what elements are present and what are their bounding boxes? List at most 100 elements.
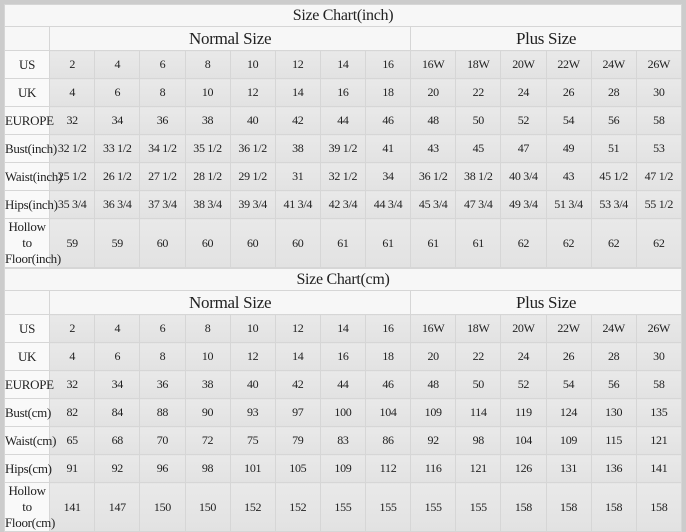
table-cell: 121 bbox=[635, 426, 683, 455]
table-cell: 43 bbox=[545, 162, 592, 191]
table-cell: 28 bbox=[590, 342, 637, 371]
table-cell: 158 bbox=[635, 482, 683, 532]
table-cell: 97 bbox=[274, 398, 321, 427]
table-cell: 45 3/4 bbox=[410, 190, 457, 219]
table-cell: 36 3/4 bbox=[94, 190, 141, 219]
table-cell: 88 bbox=[139, 398, 186, 427]
table-cell: 150 bbox=[139, 482, 186, 532]
table-cell: 112 bbox=[364, 454, 412, 483]
table-cell: 135 bbox=[635, 398, 683, 427]
table-cell: 38 bbox=[274, 134, 321, 163]
row-label: Hips(inch) bbox=[3, 190, 58, 219]
table-cell: 20W bbox=[500, 50, 547, 79]
chart-title: Size Chart(cm) bbox=[4, 268, 682, 291]
table-cell: 36 bbox=[139, 106, 186, 135]
table-cell: 20 bbox=[410, 78, 457, 107]
table-cell: 22W bbox=[545, 314, 592, 343]
table-cell: 155 bbox=[455, 482, 502, 532]
table-cell: 4 bbox=[49, 78, 96, 107]
table-cell: 47 3/4 bbox=[455, 190, 502, 219]
size-chart-inch: Size Chart(inch) Normal Size Plus Size US 2 4… bbox=[3, 4, 683, 268]
row-label: UK bbox=[3, 78, 51, 107]
table-cell: 29 1/2 bbox=[229, 162, 276, 191]
table-cell: 150 bbox=[184, 482, 231, 532]
table-cell: 12 bbox=[274, 314, 321, 343]
table-cell: 45 1/2 bbox=[590, 162, 637, 191]
table-cell: 45 bbox=[455, 134, 502, 163]
table-cell: 116 bbox=[410, 454, 457, 483]
table-cell: 50 bbox=[455, 106, 502, 135]
table-cell: 20W bbox=[500, 314, 547, 343]
table-cell: 84 bbox=[94, 398, 141, 427]
table-cell: 18 bbox=[364, 78, 412, 107]
table-cell: 104 bbox=[500, 426, 547, 455]
table-row: Waist(inch) 25 1/2 26 1/2 27 1/2 28 1/2 29 1/… bbox=[3, 162, 683, 191]
table-cell: 46 bbox=[364, 370, 412, 399]
table-cell: 109 bbox=[410, 398, 457, 427]
table-cell: 10 bbox=[229, 314, 276, 343]
table-cell: 43 bbox=[410, 134, 457, 163]
table-cell: 26W bbox=[635, 314, 683, 343]
row-label: UK bbox=[3, 342, 51, 371]
table-cell: 16W bbox=[410, 50, 457, 79]
table-cell: 32 bbox=[49, 106, 96, 135]
table-cell: 24 bbox=[500, 342, 547, 371]
table-cell: 136 bbox=[590, 454, 637, 483]
table-cell: 70 bbox=[139, 426, 186, 455]
table-cell: 16 bbox=[319, 342, 367, 371]
table-cell: 49 bbox=[545, 134, 592, 163]
group-row: Normal Size Plus Size bbox=[3, 290, 682, 315]
table-row: Bust(inch) 32 1/2 33 1/2 34 1/2 35 1/2 36 1/2… bbox=[3, 134, 683, 163]
table-cell: 155 bbox=[364, 482, 412, 532]
table-cell: 6 bbox=[139, 314, 186, 343]
table-cell: 50 bbox=[455, 370, 502, 399]
table-cell: 90 bbox=[184, 398, 231, 427]
table-row: Hollow to Floor(cm) 141 147 150 150 152 152 155… bbox=[3, 482, 683, 532]
table-cell: 42 bbox=[274, 370, 321, 399]
table-cell: 12 bbox=[229, 342, 276, 371]
table-cell: 141 bbox=[49, 482, 96, 532]
table-cell: 119 bbox=[500, 398, 547, 427]
table-cell: 83 bbox=[319, 426, 367, 455]
group-plus-size: Plus Size bbox=[410, 26, 682, 51]
table-cell: 4 bbox=[94, 50, 141, 79]
table-cell: 60 bbox=[184, 218, 231, 268]
table-cell: 10 bbox=[184, 78, 231, 107]
table-cell: 52 bbox=[500, 370, 547, 399]
table-cell: 61 bbox=[319, 218, 367, 268]
table-cell: 35 1/2 bbox=[184, 134, 231, 163]
table-cell: 48 bbox=[410, 370, 457, 399]
table-cell: 38 bbox=[184, 106, 231, 135]
table-cell: 26 bbox=[545, 342, 592, 371]
table-cell: 79 bbox=[274, 426, 321, 455]
table-cell: 39 3/4 bbox=[229, 190, 276, 219]
table-row: Hollow to Floor(inch) 59 59 60 60 60 60 61 61 61 6… bbox=[3, 218, 683, 268]
table-cell: 152 bbox=[274, 482, 321, 532]
table-cell: 14 bbox=[274, 78, 321, 107]
table-cell: 62 bbox=[590, 218, 637, 268]
table-cell: 28 1/2 bbox=[184, 162, 231, 191]
table-cell: 38 1/2 bbox=[455, 162, 502, 191]
table-cell: 44 3/4 bbox=[364, 190, 412, 219]
table-cell: 20 bbox=[410, 342, 457, 371]
table-cell: 109 bbox=[545, 426, 592, 455]
table-row: UK 4 6 8 10 12 14 16 18 20 22 24 26 28 30 bbox=[3, 342, 683, 371]
table-cell: 42 bbox=[274, 106, 321, 135]
table-cell: 14 bbox=[274, 342, 321, 371]
table-cell: 82 bbox=[49, 398, 96, 427]
size-chart-cm: Size Chart(cm) Normal Size Plus Size US 2 4 6 8… bbox=[3, 268, 683, 532]
table-cell: 6 bbox=[94, 342, 141, 371]
table-row: Bust(cm) 82 84 88 90 93 97 100 104 109 114 119 124 13… bbox=[3, 398, 683, 427]
row-label: US bbox=[3, 50, 51, 79]
table-cell: 2 bbox=[49, 50, 96, 79]
table-cell: 37 3/4 bbox=[139, 190, 186, 219]
table-cell: 96 bbox=[139, 454, 186, 483]
row-label: Hollow to Floor(cm) bbox=[3, 482, 56, 532]
table-cell: 38 bbox=[184, 370, 231, 399]
table-cell: 22 bbox=[455, 342, 502, 371]
table-cell: 33 1/2 bbox=[94, 134, 141, 163]
table-cell: 100 bbox=[319, 398, 367, 427]
table-cell: 24W bbox=[590, 314, 637, 343]
table-cell: 115 bbox=[590, 426, 637, 455]
table-cell: 34 1/2 bbox=[139, 134, 186, 163]
